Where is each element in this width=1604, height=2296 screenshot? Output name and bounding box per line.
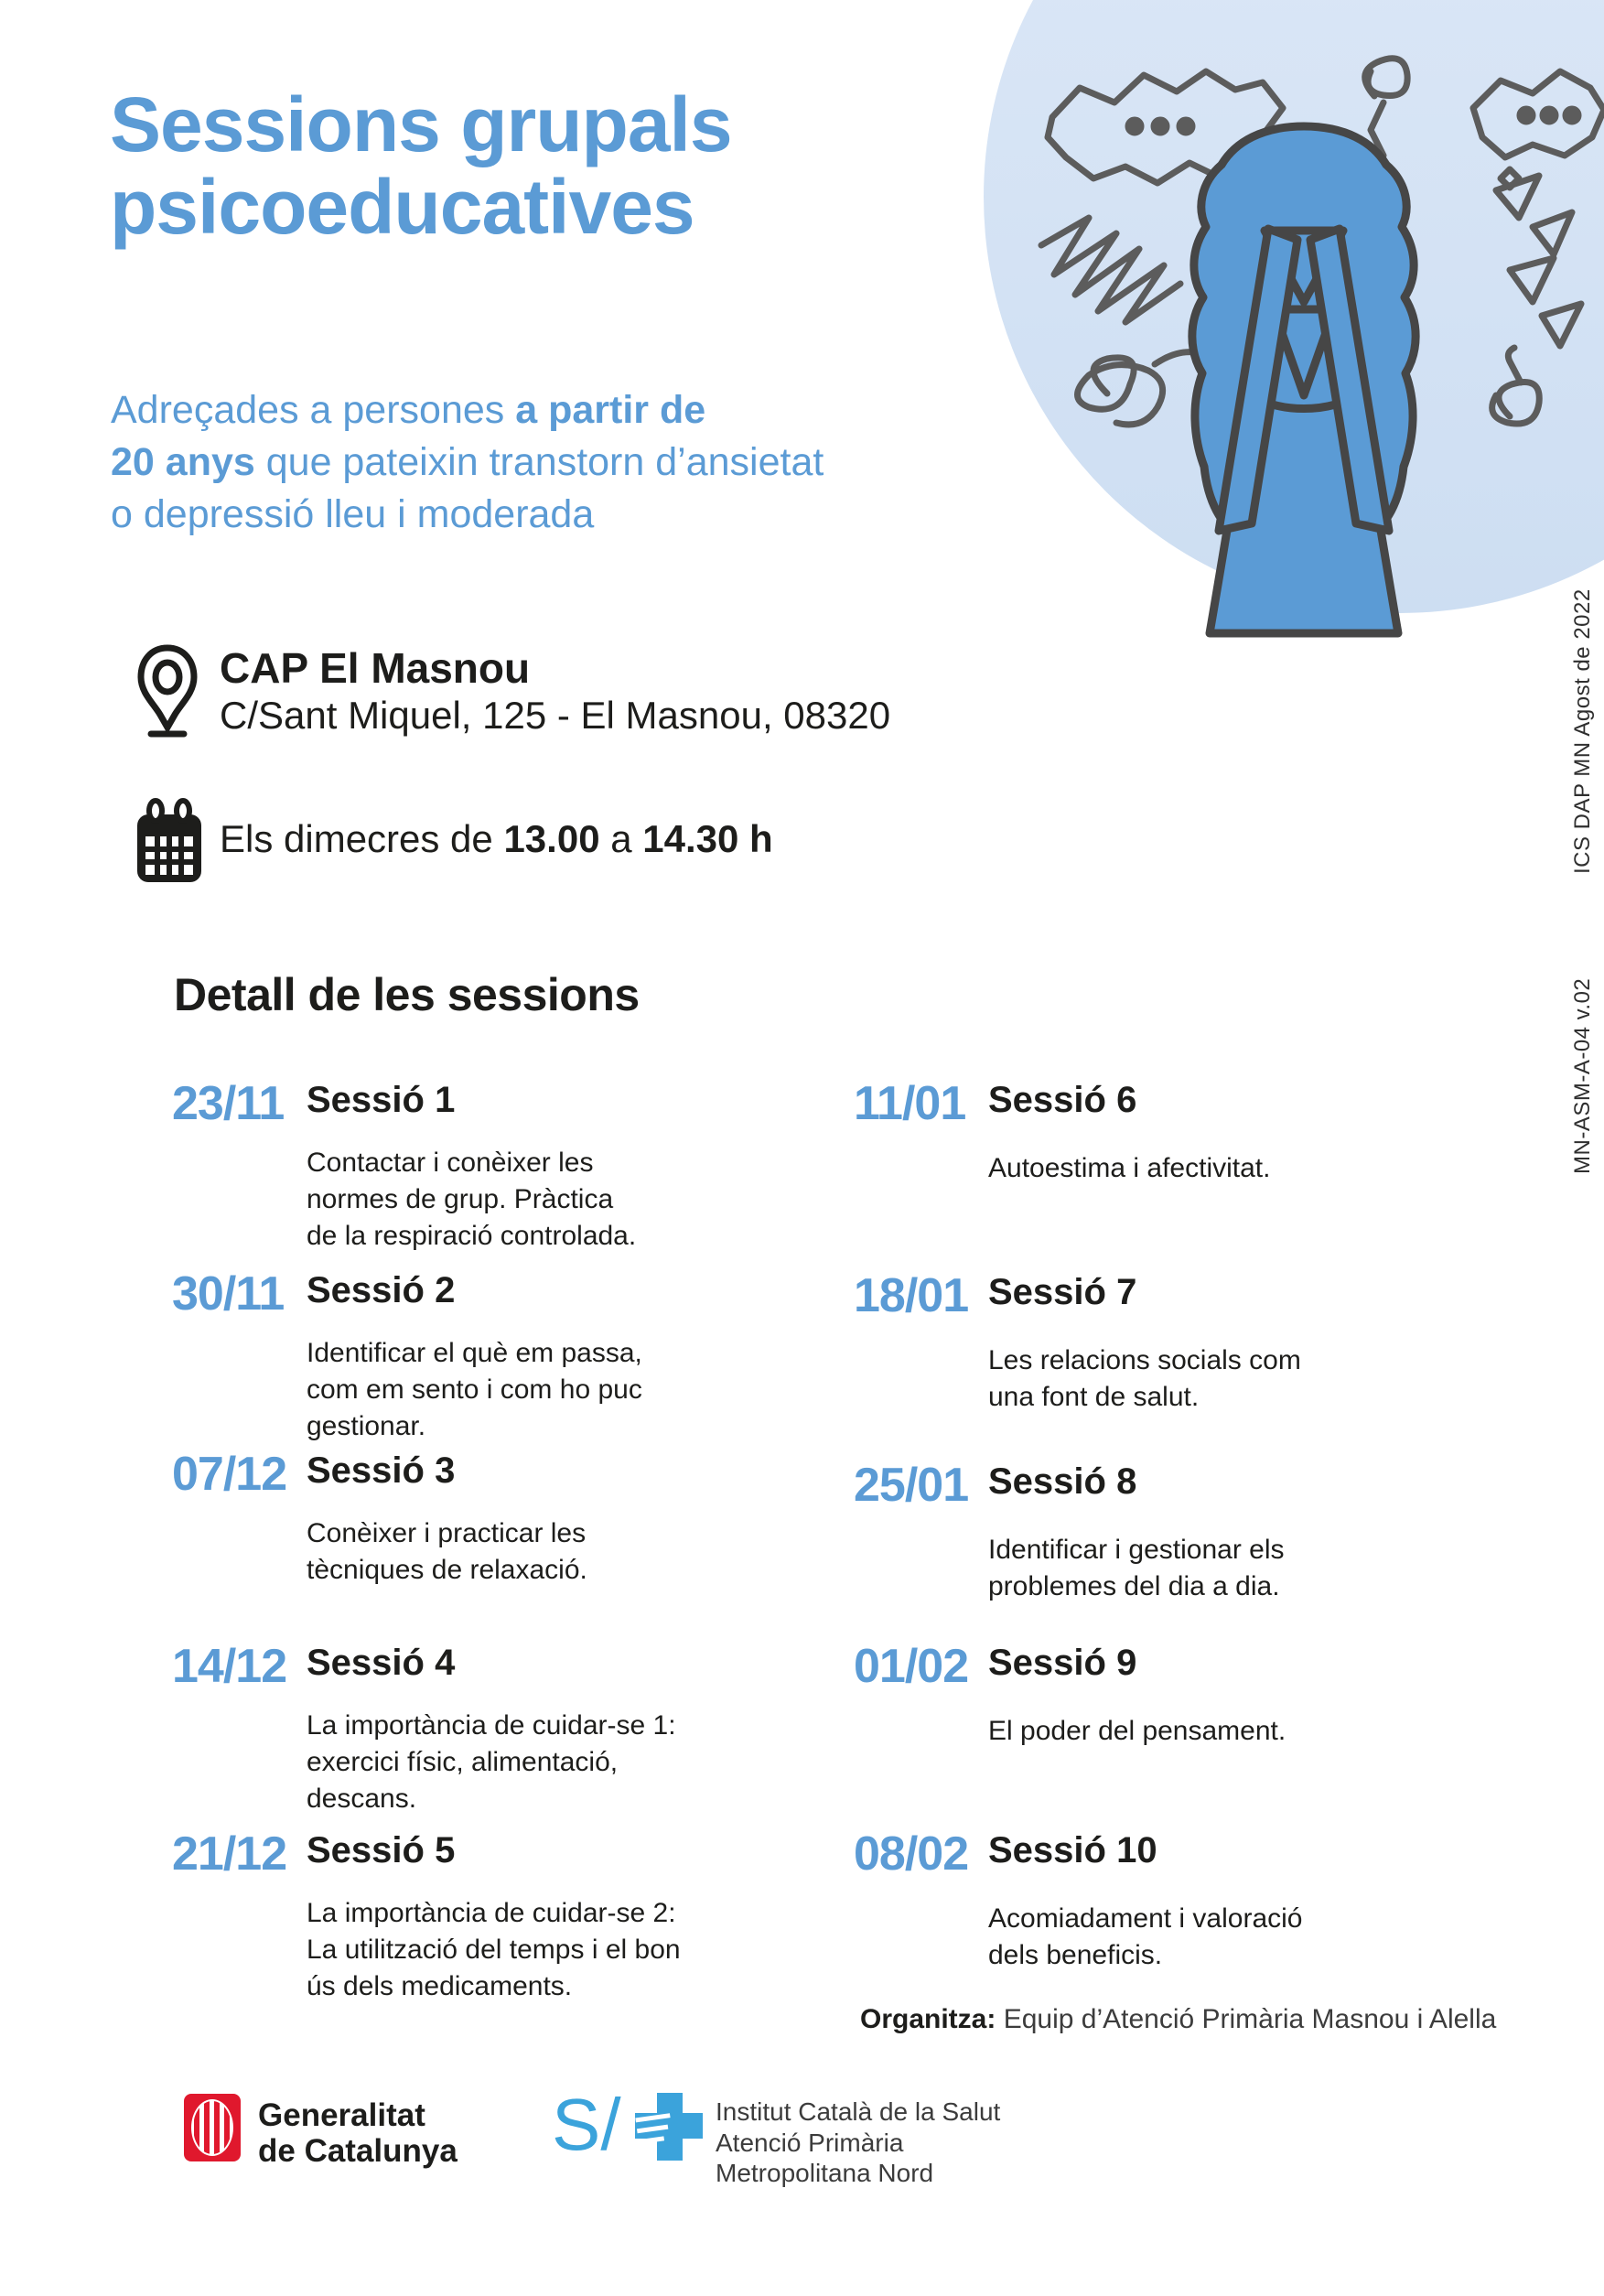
session-title: Sessió 10 [988, 1830, 1157, 1870]
session-description: Les relacions socials com una font de sa… [988, 1345, 1301, 1412]
session-description: Autoestima i afectivitat. [988, 1153, 1271, 1183]
session-date: 18/01 [854, 1269, 969, 1322]
session-item-10: 08/02 Sessió 10 Acomiadament i valoració… [854, 1827, 1303, 1974]
session-item-3: 07/12 Sessió 3 Conèixer i practicar les … [172, 1448, 587, 1589]
session-description: La importància de cuidar-se 1: exercici … [307, 1710, 676, 1814]
location-address: C/Sant Miquel, 125 - El Masnou, 08320 [220, 694, 891, 737]
session-date: 30/11 [172, 1267, 285, 1320]
session-date: 23/11 [172, 1077, 285, 1130]
session-item-4: 14/12 Sessió 4 La importància de cuidar-… [172, 1640, 676, 1817]
session-date: 08/02 [854, 1827, 969, 1881]
anxious-person-figure [1188, 122, 1420, 638]
subtitle-line1: Adreçades a persones a partir de [111, 388, 706, 432]
session-title: Sessió 6 [988, 1080, 1137, 1120]
organizer-label: Organitza: [860, 2004, 996, 2034]
session-item-8: 25/01 Sessió 8 Identificar i gestionar e… [854, 1459, 1285, 1605]
session-date: 11/01 [854, 1077, 966, 1130]
session-item-7: 18/01 Sessió 7 Les relacions socials com… [854, 1269, 1301, 1416]
session-title: Sessió 3 [307, 1450, 456, 1491]
session-title: Sessió 8 [988, 1461, 1137, 1502]
session-date: 21/12 [172, 1827, 287, 1881]
session-description: Contactar i conèixer les normes de grup.… [307, 1148, 637, 1251]
page-title-line2: psicoeducatives [110, 163, 695, 250]
audience-subtitle: Adreçades a persones a partir de 20 anys… [111, 384, 824, 542]
location-name: CAP El Masnou [220, 644, 531, 692]
session-item-9: 01/02 Sessió 9 El poder del pensament. [854, 1640, 1286, 1750]
session-title: Sessió 9 [988, 1643, 1137, 1683]
subtitle-line2: 20 anys que pateixin transtorn d’ansieta… [111, 440, 824, 485]
session-description: La importància de cuidar-se 2: La utilit… [307, 1898, 681, 2001]
session-date: 07/12 [172, 1448, 287, 1501]
session-item-1: 23/11 Sessió 1 Contactar i conèixer les … [172, 1077, 637, 1255]
organizer-text: Equip d’Atenció Primària Masnou i Alella [996, 2004, 1497, 2034]
subtitle-line3: o depressió lleu i moderada [111, 492, 595, 537]
session-date: 25/01 [854, 1459, 969, 1512]
session-description: Acomiadament i valoració dels beneficis. [988, 1903, 1303, 1970]
session-title: Sessió 7 [988, 1272, 1137, 1312]
sessions-section-heading: Detall de les sessions [174, 969, 640, 1020]
session-title: Sessió 5 [307, 1830, 456, 1870]
generalitat-shield-emblem [183, 2093, 242, 2162]
schedule-text: Els dimecres de 13.00 a 14.30 h [220, 817, 773, 860]
calendar-icon [133, 796, 206, 886]
location-pin-icon [135, 641, 199, 739]
ics-logo-text: Institut Català de la Salut Atenció Prim… [716, 2097, 1001, 2188]
session-date: 14/12 [172, 1640, 287, 1693]
session-title: Sessió 4 [307, 1643, 456, 1683]
organizer-line: Organitza: Equip d’Atenció Primària Masn… [860, 2004, 1496, 2035]
anxious-person-illustration [961, 0, 1604, 641]
generalitat-logo-text: Generalitat de Catalunya [258, 2097, 458, 2170]
session-title: Sessió 2 [307, 1270, 456, 1310]
page-title-line1: Sessions grupals [110, 81, 733, 167]
session-description: Conèixer i practicar les tècniques de re… [307, 1518, 587, 1585]
session-date: 01/02 [854, 1640, 969, 1693]
session-title: Sessió 1 [307, 1080, 456, 1120]
session-item-5: 21/12 Sessió 5 La importància de cuidar-… [172, 1827, 681, 2005]
side-note-document-code-bottom: MN-ASM-A-04 v.02 [1570, 977, 1595, 1174]
ics-logo-mark: S/ [552, 2084, 621, 2165]
session-item-2: 30/11 Sessió 2 Identificar el què em pas… [172, 1267, 642, 1445]
session-item-6: 11/01 Sessió 6 Autoestima i afectivitat. [854, 1077, 1271, 1187]
session-description: El poder del pensament. [988, 1716, 1286, 1746]
side-note-document-code-top: ICS DAP MN Agost de 2022 [1570, 588, 1595, 874]
session-description: Identificar el què em passa, com em sent… [307, 1338, 642, 1441]
session-description: Identificar i gestionar els problemes de… [988, 1535, 1285, 1601]
ics-cross-icon [631, 2089, 705, 2162]
page-title: Sessions grupals psicoeducatives [110, 81, 733, 250]
